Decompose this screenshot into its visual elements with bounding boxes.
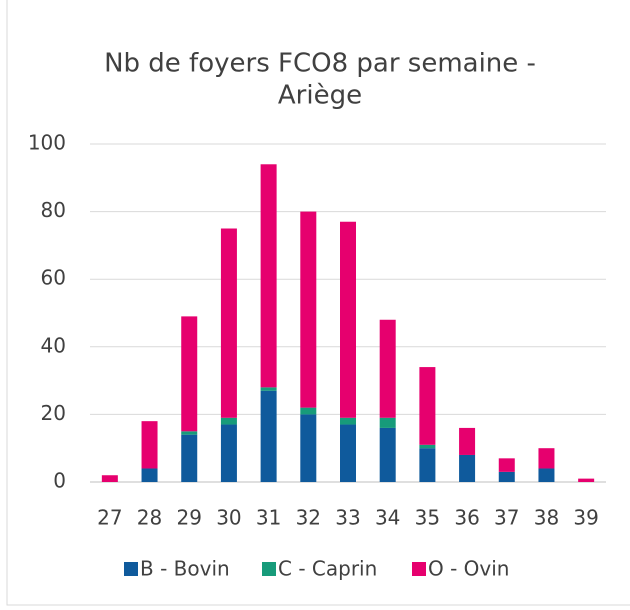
bar-segment [419, 367, 436, 445]
bar-segment [498, 471, 515, 482]
bar-segment [300, 414, 317, 482]
bar-segment [300, 211, 317, 408]
bar-segment [340, 424, 356, 482]
x-tick-label: 30 [216, 506, 241, 530]
bar-segment [538, 448, 555, 469]
legend-swatch [262, 562, 276, 576]
bar-segment [101, 475, 118, 482]
bar-segment [300, 407, 317, 415]
x-tick-label: 34 [375, 506, 400, 530]
bar-segment [459, 454, 476, 482]
bar-segment [220, 228, 237, 418]
bar-segment [498, 458, 515, 472]
bar-segment [379, 427, 396, 482]
bar-segment [260, 387, 277, 391]
bar-segment [379, 417, 396, 428]
y-tick-label: 20 [41, 401, 66, 425]
x-tick-label: 33 [335, 506, 360, 530]
bar-segment [141, 468, 158, 482]
y-tick-label: 100 [28, 131, 66, 155]
y-tick-label: 60 [41, 266, 66, 290]
bar-segment [220, 417, 237, 425]
x-tick-label: 39 [573, 506, 598, 530]
legend-label: O - Ovin [428, 557, 509, 581]
chart-title: Nb de foyers FCO8 par semaine - [104, 49, 536, 79]
x-tick-label: 37 [494, 506, 519, 530]
x-tick-label: 28 [137, 506, 162, 530]
bar-segment [340, 221, 356, 418]
chart-frame [6, 0, 630, 606]
x-tick-label: 36 [454, 506, 479, 530]
bar-segment [141, 421, 158, 469]
bar-segment [340, 417, 356, 425]
y-tick-label: 40 [41, 333, 66, 357]
x-tick-label: 31 [256, 506, 281, 530]
x-tick-label: 29 [177, 506, 202, 530]
bar-segment [459, 427, 476, 455]
bar-segment [260, 164, 277, 388]
x-tick-label: 32 [296, 506, 321, 530]
bar-segment [379, 319, 396, 418]
bar-segment [538, 468, 555, 482]
x-tick-label: 35 [415, 506, 440, 530]
bar-segment [578, 478, 595, 482]
x-tick-label: 38 [534, 506, 559, 530]
bar-segment [260, 390, 277, 482]
y-tick-label: 80 [41, 198, 66, 222]
bar-segment [220, 424, 237, 482]
bar-segment [419, 448, 436, 482]
y-tick-label: 0 [53, 469, 66, 493]
legend-label: B - Bovin [140, 557, 230, 581]
legend-swatch [124, 562, 138, 576]
bar-segment [181, 434, 198, 482]
chart-title: Ariège [278, 81, 362, 111]
legend-swatch [412, 562, 426, 576]
x-tick-label: 27 [97, 506, 122, 530]
bar-segment [181, 431, 198, 435]
bar-segment [181, 316, 198, 432]
legend-label: C - Caprin [278, 557, 377, 581]
bar-segment [419, 444, 436, 449]
